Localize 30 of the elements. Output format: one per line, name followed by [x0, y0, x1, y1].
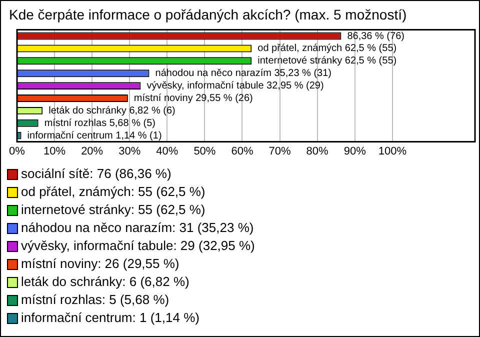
- x-tick-label: 50%: [194, 145, 216, 158]
- x-tick-label: 20%: [81, 145, 104, 158]
- legend-label: místní noviny: 26 (29,55 %): [21, 255, 180, 273]
- chart-title: Kde čerpáte informace o pořádaných akcích? (max. 5 možností): [9, 6, 407, 22]
- data-label: od přátel, známých 62,5 % (55): [258, 43, 397, 54]
- x-tick-label: 30%: [118, 145, 141, 158]
- data-label: náhodou na něco narazím 35,23 % (31): [155, 68, 332, 80]
- data-label: místní rozhlas 5,68 % (5): [44, 118, 156, 129]
- legend-label: sociální sítě: 76 (86,36 %): [21, 165, 172, 183]
- legend-label: internetové stránky: 55 (62,5 %): [21, 201, 206, 219]
- legend-label: náhodou na něco narazím: 31 (35,23 %): [21, 219, 254, 237]
- data-label: internetové stránky 62,5 % (55): [258, 56, 397, 67]
- legend-label: vývěsky, informační tabule: 29 (32,95 %): [21, 237, 255, 255]
- x-tick-label: 40%: [156, 145, 178, 158]
- legend-label: informační centrum: 1 (1,14 %): [21, 309, 200, 327]
- data-label: informační centrum 1,14 % (1): [27, 130, 162, 142]
- legend-label: leták do schránky: 6 (6,82 %): [21, 273, 190, 291]
- data-label: 86,36 % (76): [347, 30, 404, 42]
- legend-label: od přátel, známých: 55 (62,5 %): [21, 183, 206, 201]
- data-label: místní noviny 29,55 % (26): [134, 92, 253, 104]
- data-label: leták do schránky 6,82 % (6): [48, 105, 176, 116]
- x-tick-label: 10%: [44, 145, 66, 158]
- data-label: vývěsky, informační tabule 32,95 % (29): [146, 80, 324, 92]
- x-tick-label: 70%: [268, 145, 292, 158]
- x-tick-label: 80%: [306, 145, 329, 158]
- x-tick-label: 0%: [9, 145, 26, 158]
- x-tick-label: 100%: [378, 145, 407, 158]
- x-tick-label: 90%: [344, 145, 366, 158]
- x-tick-label: 60%: [231, 145, 254, 158]
- legend-label: místní rozhlas: 5 (5,68 %): [21, 291, 170, 309]
